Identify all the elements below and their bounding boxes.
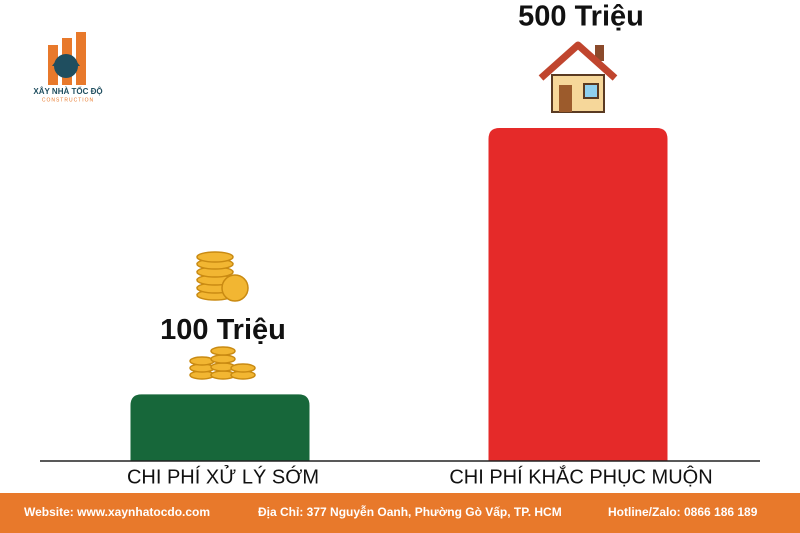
footer-website: Website: www.xaynhatocdo.com: [24, 505, 210, 519]
value-label: 500 Triệu: [518, 1, 644, 33]
category-label: CHI PHÍ KHẮC PHỤC MUỘN: [449, 464, 712, 488]
house-icon: [538, 41, 618, 113]
logo-icon: [48, 32, 86, 85]
coins-top: [196, 251, 249, 302]
coins-bottom: [189, 346, 256, 380]
logo-tagline: CONSTRUCTION: [42, 97, 94, 103]
footer-address: Địa Chỉ: 377 Nguyễn Oanh, Phường Gò Vấp,…: [258, 504, 562, 519]
bar: [130, 394, 310, 461]
bar: [488, 128, 668, 461]
footer-bar: [0, 493, 800, 533]
logo-name: XÂY NHÀ TỐC ĐỘ: [33, 86, 102, 96]
footer-hotline: Hotline/Zalo: 0866 186 189: [608, 505, 758, 519]
bar-chart: 100 Triệu CHI PHÍ XỬ LÝ SỚM 500 Triệu CHI P…: [127, 1, 713, 489]
category-label: CHI PHÍ XỬ LÝ SỚM: [127, 464, 319, 488]
value-label: 100 Triệu: [160, 314, 286, 346]
